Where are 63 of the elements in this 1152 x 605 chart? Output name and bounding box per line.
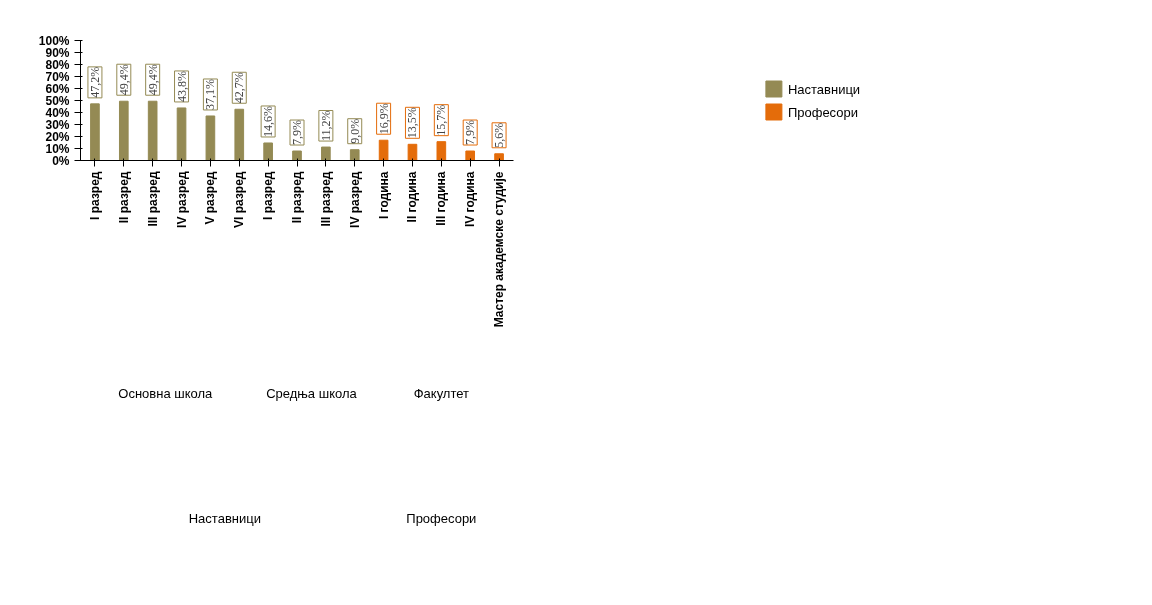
y-tick-label: 20% [45,129,70,144]
x-tick-label: I разред [261,171,276,220]
x-tick-label: III година [434,171,449,226]
y-tick-label: 70% [45,69,70,84]
bar [349,149,360,161]
bar [118,100,129,161]
text: Наставници [188,510,261,526]
y-tick-label: 80% [45,57,70,72]
bar [292,150,302,161]
data-label: 16,9% [376,103,391,135]
text: Професори [406,510,477,526]
data-label: 49,4% [145,64,160,96]
bar [321,146,331,161]
x-tick-label: II разред [290,171,304,224]
y-tick-label: 60% [45,81,70,96]
data-label: 37,1% [203,78,218,110]
bar [407,143,418,161]
data-label: 9,0% [347,118,362,144]
data-label: 11,2% [318,110,333,142]
text: Средња школа [266,385,358,401]
data-label: 5,6% [492,122,507,148]
x-tick-label: III разред [145,171,160,227]
legend-label: Наставници [787,81,861,96]
bar [176,107,187,161]
y-tick-label: 100% [38,33,70,48]
y-tick-label: 0% [52,153,70,168]
bar [205,115,216,161]
legend-label: Професори [787,104,858,119]
data-label: 7,9% [290,120,304,146]
x-tick-label: IV разред [347,171,362,228]
y-tick-label: 30% [45,117,70,132]
data-label: 14,6% [261,105,276,137]
x-tick-label: I разред [87,171,102,220]
data-label: 49,4% [116,64,131,96]
x-tick-label: IV година [463,171,478,228]
y-tick-label: 50% [45,93,70,108]
bar [436,141,447,161]
data-label: 13,5% [405,107,420,139]
data-label: 43,8% [174,70,189,102]
y-tick-label: 10% [45,141,70,156]
x-tick-label: II година [405,171,420,223]
bar [234,108,245,161]
bar [465,150,476,161]
data-label: 47,2% [87,66,102,98]
x-tick-label: V разред [203,171,218,225]
x-tick-label: IV разред [174,171,189,228]
data-label: 15,7% [434,104,449,136]
bar [147,100,158,161]
x-tick-label: III разред [318,171,333,227]
bar [263,142,273,161]
bar [378,139,389,161]
data-label: 7,9% [463,120,478,146]
text: Основна школа [118,385,214,401]
bar [90,103,100,161]
x-tick-label: VI разред [232,171,247,228]
data-label: 42,7% [232,72,247,104]
y-tick-label: 40% [45,105,70,120]
text: Факултет [413,385,470,401]
x-tick-label: I година [376,171,391,220]
bar [494,153,504,161]
x-tick-label: II разред [116,171,131,224]
y-tick-label: 90% [45,45,70,60]
x-tick-label: Мастер академске студије [492,171,507,328]
